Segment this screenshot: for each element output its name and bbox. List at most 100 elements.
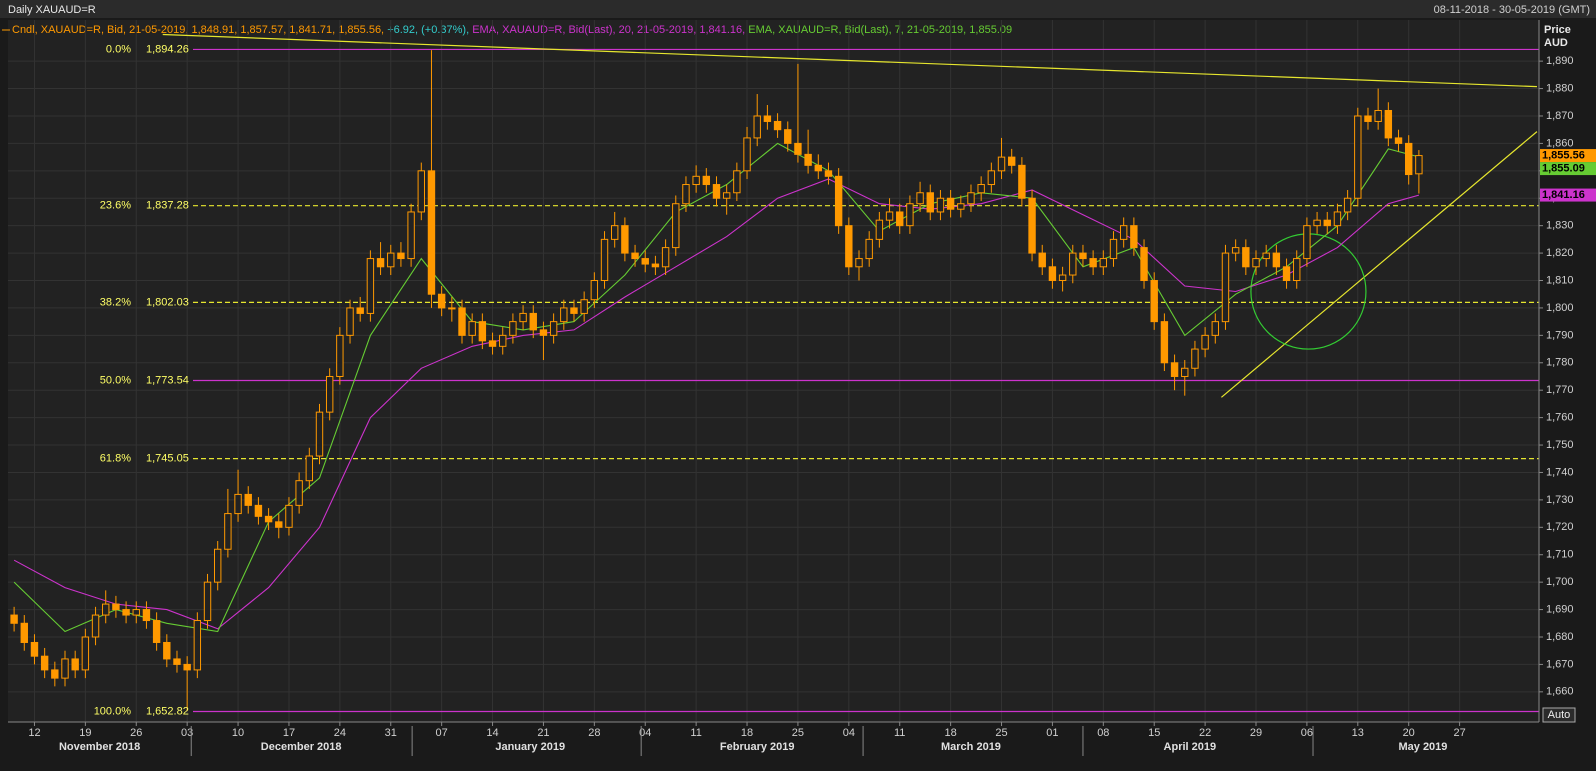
candle-body bbox=[1313, 219, 1321, 227]
trendline bbox=[162, 33, 1537, 88]
candle-body bbox=[91, 614, 100, 638]
candle-body bbox=[1303, 225, 1311, 260]
candle-body bbox=[855, 258, 863, 268]
ema-line bbox=[13, 178, 1420, 630]
candle-body bbox=[610, 225, 619, 240]
candle-body bbox=[315, 411, 324, 457]
candle-body bbox=[305, 455, 314, 482]
y-tick-label: 1,670 bbox=[1546, 658, 1574, 670]
candle-body bbox=[936, 197, 945, 213]
candle-body bbox=[397, 252, 405, 260]
candle-body bbox=[295, 480, 303, 506]
candle-body bbox=[203, 581, 212, 622]
y-tick-label: 1,790 bbox=[1546, 329, 1574, 341]
candle-body bbox=[1415, 155, 1423, 175]
candle-body bbox=[1364, 115, 1372, 122]
y-tick-label: 1,750 bbox=[1546, 439, 1574, 451]
candle-body bbox=[1018, 164, 1026, 199]
candle-body bbox=[1119, 225, 1128, 240]
month-label: February 2019 bbox=[720, 741, 795, 753]
candle-body bbox=[376, 258, 385, 268]
candle-body bbox=[387, 252, 395, 268]
month-label: May 2019 bbox=[1398, 741, 1447, 753]
candle-body bbox=[590, 280, 599, 301]
candle-body bbox=[722, 192, 731, 199]
legend-entry: +6.92, (+0.37%), bbox=[387, 24, 469, 36]
candle-body bbox=[712, 184, 721, 199]
y-tick-label: 1,690 bbox=[1546, 603, 1574, 615]
x-tick-label: 25 bbox=[995, 727, 1007, 739]
candle-body bbox=[814, 164, 822, 172]
candle-body bbox=[10, 614, 18, 624]
y-tick-label: 1,730 bbox=[1546, 494, 1574, 506]
level-percent: 50.0% bbox=[100, 374, 131, 386]
x-tick-label: 28 bbox=[588, 727, 600, 739]
auto-button[interactable]: Auto bbox=[1542, 707, 1576, 723]
y-tick-label: 1,830 bbox=[1546, 220, 1574, 232]
candle-body bbox=[570, 307, 578, 314]
candle-body bbox=[549, 321, 558, 336]
candle-body bbox=[1242, 247, 1250, 268]
button-label[interactable]: Auto bbox=[1548, 709, 1571, 721]
y-tick-label: 1,680 bbox=[1546, 631, 1574, 643]
x-tick-label: 08 bbox=[1097, 727, 1109, 739]
x-tick-label: 21 bbox=[537, 727, 549, 739]
candle-body bbox=[122, 609, 130, 616]
candle-body bbox=[132, 609, 140, 616]
candle-body bbox=[763, 115, 772, 122]
candle-body bbox=[71, 658, 79, 671]
candle-body bbox=[1354, 115, 1362, 199]
candle-body bbox=[163, 641, 171, 660]
x-tick-label: 04 bbox=[639, 727, 651, 739]
candle-body bbox=[875, 219, 884, 240]
level-percent: 61.8% bbox=[100, 453, 131, 465]
month-label: April 2019 bbox=[1164, 741, 1217, 753]
y-tick-label: 1,740 bbox=[1546, 466, 1574, 478]
y-tick-label: 1,800 bbox=[1546, 302, 1574, 314]
x-tick-label: 15 bbox=[1148, 727, 1160, 739]
x-tick-label: 31 bbox=[385, 727, 397, 739]
x-tick-label: 20 bbox=[1403, 727, 1415, 739]
y-label: AUD bbox=[1544, 37, 1568, 49]
candle-body bbox=[1028, 197, 1036, 254]
candle-body bbox=[346, 307, 354, 336]
candle-body bbox=[61, 658, 69, 679]
candle-body bbox=[1293, 258, 1301, 282]
x-tick-label: 18 bbox=[944, 727, 956, 739]
candle-body bbox=[407, 211, 415, 260]
candle-body bbox=[1405, 142, 1413, 176]
candle-body bbox=[1058, 274, 1067, 282]
candle-body bbox=[1282, 266, 1291, 282]
price-tag-label: 1,855.09 bbox=[1542, 162, 1585, 174]
plot-area bbox=[8, 20, 1539, 722]
x-tick-label: 07 bbox=[436, 727, 448, 739]
date-range: 08-11-2018 - 30-05-2019 (GMT) bbox=[1434, 4, 1590, 16]
button-frame[interactable] bbox=[1542, 707, 1576, 723]
candle-body bbox=[794, 142, 802, 155]
price-tag bbox=[1540, 149, 1596, 163]
month-label: January 2019 bbox=[495, 741, 565, 753]
y-tick-label: 1,760 bbox=[1546, 412, 1574, 424]
candle-body bbox=[264, 515, 273, 523]
level-value: 1,745.05 bbox=[146, 453, 189, 465]
candle-body bbox=[641, 258, 649, 265]
candle-body bbox=[30, 641, 39, 657]
x-tick-label: 27 bbox=[1453, 727, 1465, 739]
candle-body bbox=[1252, 258, 1260, 268]
candle-body bbox=[529, 312, 537, 331]
candle-body bbox=[1008, 156, 1016, 166]
candle-body bbox=[621, 225, 629, 254]
level-percent: 23.6% bbox=[100, 200, 131, 212]
candle-body bbox=[906, 203, 914, 227]
level-value: 1,802.03 bbox=[146, 296, 189, 308]
candle-body bbox=[1262, 252, 1270, 260]
candle-body bbox=[539, 329, 548, 336]
x-tick-label: 10 bbox=[232, 727, 244, 739]
x-tick-label: 13 bbox=[1352, 727, 1364, 739]
candle-body bbox=[661, 247, 670, 268]
legend-entry: Cndl, XAUAUD=R, Bid, 21-05-2019, 1,848.9… bbox=[12, 24, 384, 36]
x-tick-label: 12 bbox=[28, 727, 40, 739]
candle-body bbox=[631, 252, 639, 260]
candle-body bbox=[987, 170, 996, 186]
candle-body bbox=[1109, 238, 1118, 260]
